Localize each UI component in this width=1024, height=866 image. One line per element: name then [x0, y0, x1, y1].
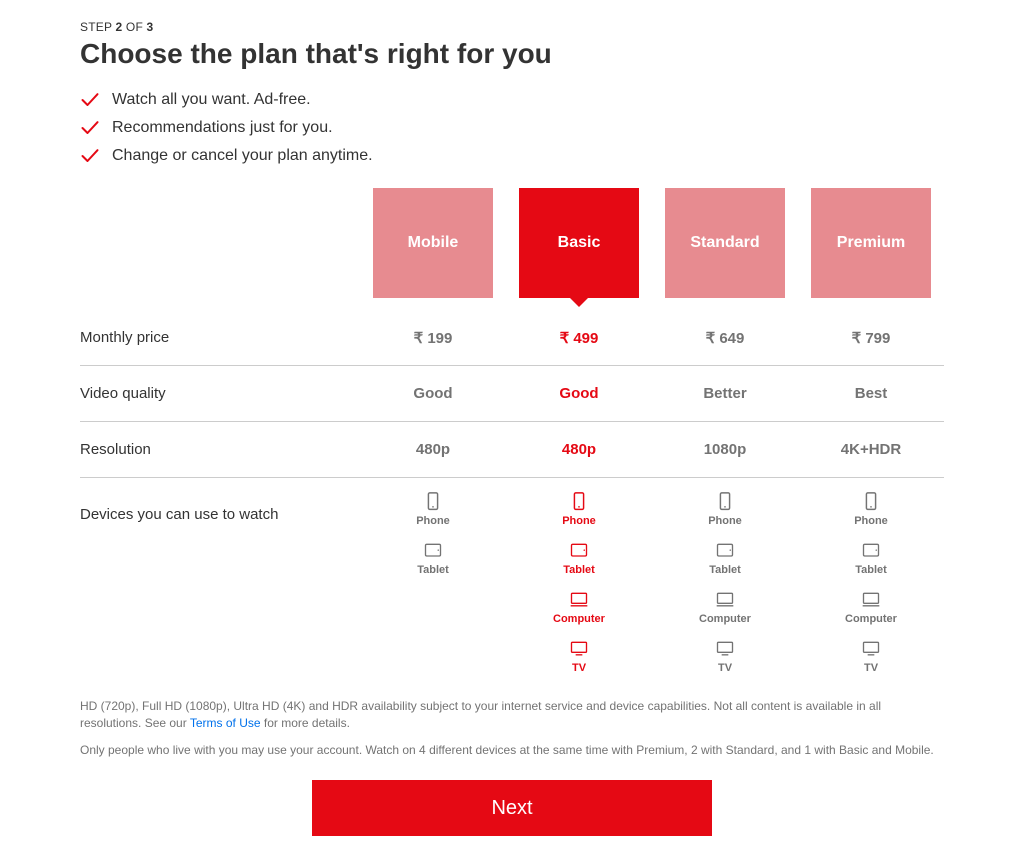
device-tv: TV: [859, 639, 883, 674]
plan-tile-label: Basic: [558, 234, 601, 252]
plan-tile-label: Standard: [690, 234, 759, 252]
device-label: Tablet: [417, 564, 449, 576]
device-cell-premium: Phone Tablet Computer TV: [798, 492, 944, 682]
tv-icon: [713, 639, 737, 659]
phone-icon: [713, 492, 737, 512]
device-tv: TV: [713, 639, 737, 674]
feature-row-price: Monthly price ₹ 199 ₹ 499 ₹ 649 ₹ 799: [80, 310, 944, 366]
benefit-item: Watch all you want. Ad-free.: [80, 86, 944, 114]
benefit-text: Watch all you want. Ad-free.: [112, 91, 311, 109]
device-label: Phone: [708, 515, 742, 527]
feature-cell: 1080p: [652, 427, 798, 472]
benefit-text: Recommendations just for you.: [112, 119, 333, 137]
feature-cell: Good: [360, 371, 506, 416]
feature-cell: Better: [652, 371, 798, 416]
feature-cell: 4K+HDR: [798, 427, 944, 472]
feature-label: Devices you can use to watch: [80, 492, 360, 537]
benefit-item: Change or cancel your plan anytime.: [80, 142, 944, 170]
feature-cell: ₹ 199: [360, 315, 506, 361]
phone-icon: [859, 492, 883, 512]
tv-icon: [567, 639, 591, 659]
device-phone: Phone: [416, 492, 450, 527]
step-prefix: STEP: [80, 20, 112, 34]
phone-icon: [421, 492, 445, 512]
feature-label: Resolution: [80, 427, 360, 472]
device-cell-mobile: Phone Tablet: [360, 492, 506, 584]
device-computer: Computer: [845, 590, 897, 625]
device-label: Computer: [699, 613, 751, 625]
plan-tile-mobile[interactable]: Mobile: [373, 188, 493, 298]
next-button[interactable]: Next: [312, 780, 712, 836]
tablet-icon: [713, 541, 737, 561]
terms-of-use-link[interactable]: Terms of Use: [190, 716, 261, 730]
device-tv: TV: [567, 639, 591, 674]
benefits-list: Watch all you want. Ad-free. Recommendat…: [80, 86, 944, 170]
check-icon: [80, 146, 100, 166]
device-tablet: Tablet: [709, 541, 741, 576]
device-label: TV: [718, 662, 732, 674]
phone-icon: [567, 492, 591, 512]
disclaimer-text: for more details.: [261, 716, 350, 730]
device-label: Tablet: [709, 564, 741, 576]
step-of: OF: [126, 20, 143, 34]
benefit-item: Recommendations just for you.: [80, 114, 944, 142]
device-label: Phone: [416, 515, 450, 527]
device-label: Tablet: [563, 564, 595, 576]
plan-tile-standard[interactable]: Standard: [665, 188, 785, 298]
plan-tile-label: Mobile: [408, 234, 459, 252]
benefit-text: Change or cancel your plan anytime.: [112, 147, 373, 165]
device-tablet: Tablet: [563, 541, 595, 576]
computer-icon: [859, 590, 883, 610]
tv-icon: [859, 639, 883, 659]
computer-icon: [713, 590, 737, 610]
device-label: Computer: [553, 613, 605, 625]
device-tablet: Tablet: [417, 541, 449, 576]
step-indicator: STEP 2 OF 3: [80, 20, 944, 34]
feature-cell: ₹ 799: [798, 315, 944, 361]
feature-cell: 480p: [506, 427, 652, 472]
feature-row-devices: Devices you can use to watch Phone Table…: [80, 478, 944, 692]
feature-row-resolution: Resolution 480p 480p 1080p 4K+HDR: [80, 422, 944, 478]
device-cell-standard: Phone Tablet Computer TV: [652, 492, 798, 682]
disclaimer-2: Only people who live with you may use yo…: [80, 742, 944, 759]
check-icon: [80, 118, 100, 138]
computer-icon: [567, 590, 591, 610]
tablet-icon: [421, 541, 445, 561]
feature-label: Video quality: [80, 371, 360, 416]
device-label: Phone: [854, 515, 888, 527]
feature-cell: Best: [798, 371, 944, 416]
step-total: 3: [147, 20, 154, 34]
device-phone: Phone: [854, 492, 888, 527]
device-label: TV: [864, 662, 878, 674]
device-cell-basic: Phone Tablet Computer TV: [506, 492, 652, 682]
feature-row-quality: Video quality Good Good Better Best: [80, 366, 944, 422]
feature-cell: ₹ 499: [506, 315, 652, 361]
tablet-icon: [567, 541, 591, 561]
feature-cell: 480p: [360, 427, 506, 472]
device-phone: Phone: [562, 492, 596, 527]
tablet-icon: [859, 541, 883, 561]
device-tablet: Tablet: [855, 541, 887, 576]
disclaimer-1: HD (720p), Full HD (1080p), Ultra HD (4K…: [80, 698, 944, 732]
step-current: 2: [115, 20, 122, 34]
plan-tile-label: Premium: [837, 234, 905, 252]
page-title: Choose the plan that's right for you: [80, 38, 944, 70]
plan-tile-basic[interactable]: Basic: [519, 188, 639, 298]
plan-table: Mobile Basic Standard Premium Monthly pr…: [80, 188, 944, 692]
device-computer: Computer: [553, 590, 605, 625]
plan-header-row: Mobile Basic Standard Premium: [80, 188, 944, 298]
device-label: Tablet: [855, 564, 887, 576]
plan-header-spacer: [80, 188, 360, 298]
feature-label: Monthly price: [80, 315, 360, 360]
device-label: Computer: [845, 613, 897, 625]
device-label: Phone: [562, 515, 596, 527]
plan-tile-premium[interactable]: Premium: [811, 188, 931, 298]
device-label: TV: [572, 662, 586, 674]
feature-cell: ₹ 649: [652, 315, 798, 361]
feature-cell: Good: [506, 371, 652, 416]
device-computer: Computer: [699, 590, 751, 625]
check-icon: [80, 90, 100, 110]
device-phone: Phone: [708, 492, 742, 527]
